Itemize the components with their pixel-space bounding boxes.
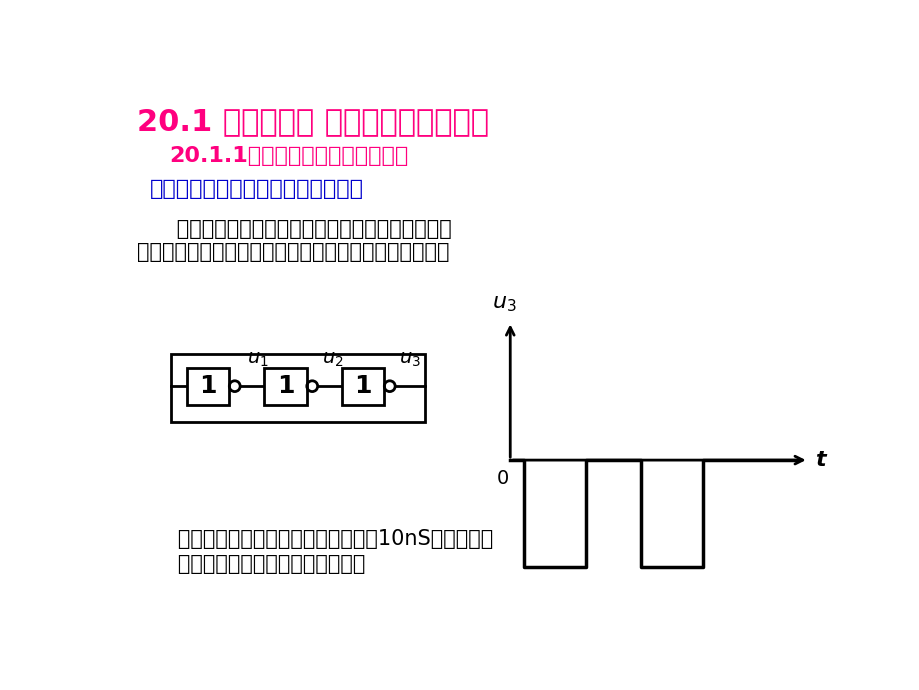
Text: $u_1$: $u_1$ bbox=[247, 351, 269, 369]
Text: $u_3$: $u_3$ bbox=[492, 294, 516, 314]
Bar bbox=[341, 368, 384, 404]
Text: 20.1.1由门电路构成的多谐振荡器: 20.1.1由门电路构成的多谐振荡器 bbox=[169, 146, 408, 166]
Text: $u_3$: $u_3$ bbox=[399, 351, 421, 369]
Text: 缺点：因门电路传输延迟时间很短（10nS左右），所: 缺点：因门电路传输延迟时间很短（10nS左右），所 bbox=[157, 529, 493, 549]
Bar bbox=[264, 368, 306, 404]
Text: t: t bbox=[814, 450, 824, 470]
Text: 一、由奇数个非门组成的多谐振荡器: 一、由奇数个非门组成的多谐振荡器 bbox=[150, 179, 364, 199]
Text: 1: 1 bbox=[199, 374, 217, 398]
Text: 以振荡频率太高，并且不可调整。: 以振荡频率太高，并且不可调整。 bbox=[157, 554, 365, 574]
Text: 接，就可以构成一个简单的多谐振荡器（环行振荡器）：: 接，就可以构成一个简单的多谐振荡器（环行振荡器）： bbox=[137, 242, 448, 262]
Text: 20.1 多谐振荡器 （连续脉冲发生器）: 20.1 多谐振荡器 （连续脉冲发生器） bbox=[137, 107, 488, 136]
Text: 1: 1 bbox=[277, 374, 294, 398]
Text: 1: 1 bbox=[354, 374, 371, 398]
Text: 利用门电路的传输延迟时间，将奇数个非门首尾相: 利用门电路的传输延迟时间，将奇数个非门首尾相 bbox=[137, 219, 451, 239]
Bar bbox=[187, 368, 229, 404]
Text: 0: 0 bbox=[496, 469, 508, 489]
Bar bbox=[171, 354, 425, 422]
Text: $u_2$: $u_2$ bbox=[323, 351, 344, 369]
